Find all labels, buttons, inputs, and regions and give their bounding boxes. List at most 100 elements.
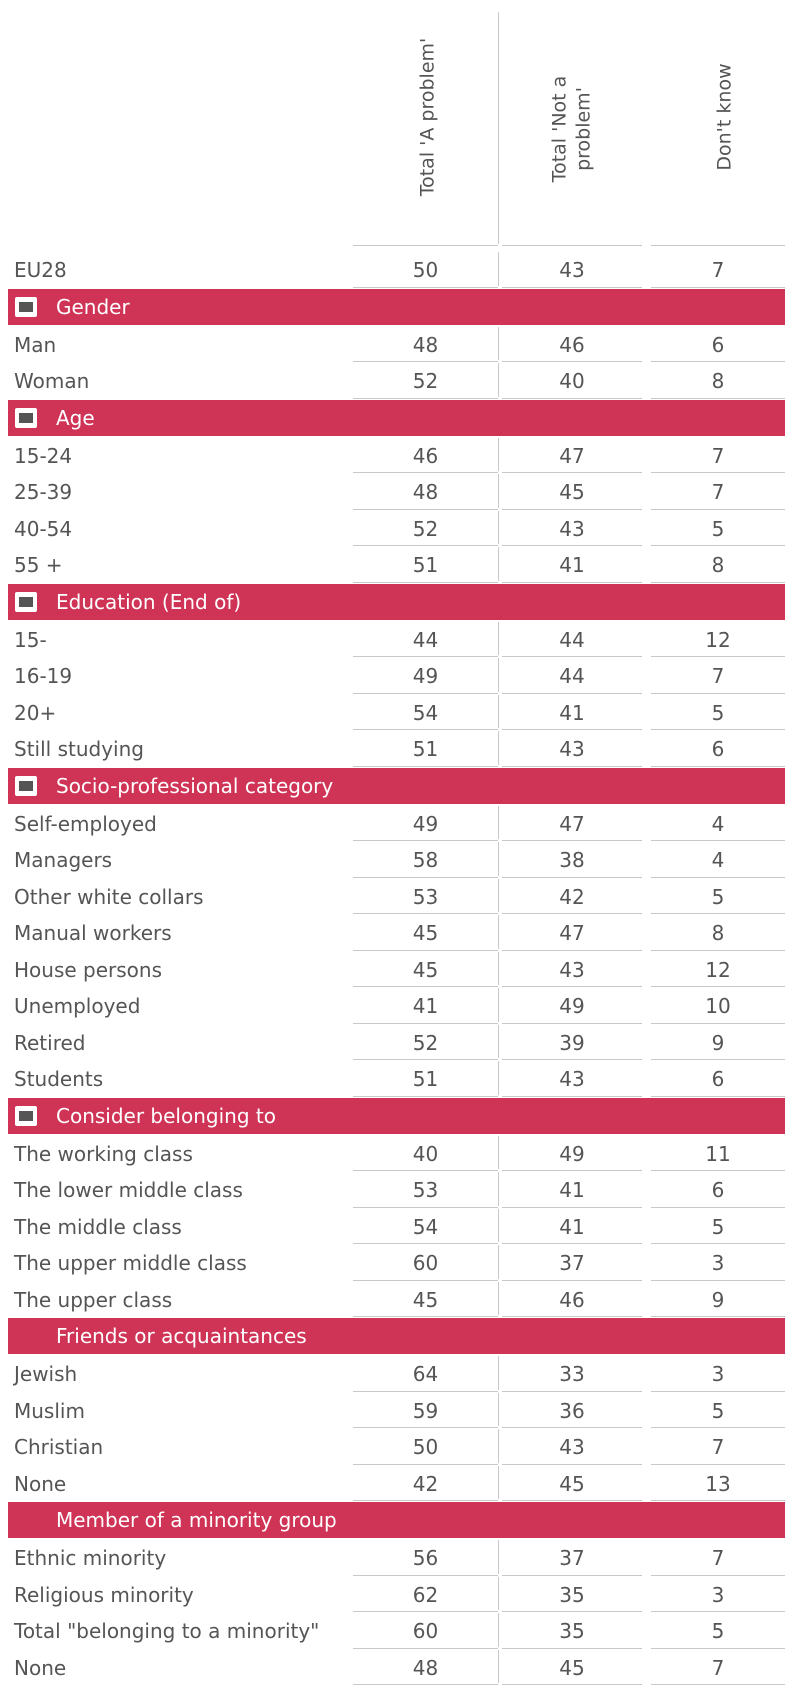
cell-value: 46 (559, 332, 585, 357)
row-label: House persons (14, 957, 163, 982)
row-label: 16-19 (14, 664, 73, 688)
header-underline (651, 245, 785, 246)
cell-underline (353, 472, 498, 473)
cell-underline (651, 1647, 785, 1649)
cell-value: 46 (559, 1287, 585, 1312)
column-divider (498, 1356, 499, 1390)
section-icon (14, 775, 38, 797)
column-divider (498, 252, 499, 286)
cell-underline (353, 692, 498, 694)
column-divider (498, 658, 499, 692)
row-label: 40-54 (14, 516, 73, 541)
section-icon (14, 591, 38, 613)
column-divider (498, 1613, 499, 1647)
cell-underline (353, 949, 498, 951)
cell-value: 48 (412, 1655, 439, 1680)
cell-underline (651, 1022, 785, 1024)
cell-value: 44 (559, 664, 585, 688)
row-label: Total "belonging to a minority" (14, 1619, 320, 1643)
cell-value: 41 (559, 700, 585, 725)
column-divider (498, 694, 499, 728)
cell-underline (651, 949, 785, 951)
column-divider (498, 1061, 499, 1095)
cell-underline (651, 1574, 785, 1576)
cell-underline (502, 656, 642, 657)
cell-underline (502, 472, 642, 473)
cell-value: 53 (412, 884, 439, 909)
cell-value: 3 (711, 1362, 725, 1386)
row-label: Students (14, 1067, 104, 1091)
column-divider (498, 12, 499, 244)
cell-underline (651, 1316, 785, 1317)
column-divider (498, 1429, 499, 1463)
column-divider (498, 1172, 499, 1206)
section-icon (14, 1105, 38, 1127)
row-label: The lower middle class (14, 1178, 243, 1202)
section-header: Socio-professional category (8, 767, 785, 804)
column-divider (498, 805, 499, 839)
cell-value: 59 (412, 1398, 439, 1423)
column-divider (498, 842, 499, 876)
cell-underline (353, 1427, 498, 1428)
row-label: Other white collars (14, 884, 204, 909)
row-label: Religious minority (14, 1582, 194, 1607)
cell-underline (353, 581, 498, 583)
cell-value: 48 (412, 480, 439, 504)
cell-value: 37 (559, 1251, 585, 1275)
cell-underline (651, 913, 785, 914)
row-label: None (14, 1655, 67, 1680)
cell-underline (502, 1279, 642, 1281)
cell-value: 51 (412, 737, 439, 761)
cell-value: 54 (412, 1214, 439, 1239)
cell-underline (651, 692, 785, 694)
cell-value: 49 (559, 1141, 585, 1166)
cell-underline (502, 1647, 642, 1649)
row-label: None (14, 1471, 67, 1496)
cell-value: 47 (559, 921, 585, 945)
column-divider (498, 1576, 499, 1610)
cell-value: 7 (711, 443, 725, 468)
cell-underline (353, 1647, 498, 1649)
cell-underline (353, 1390, 498, 1392)
cell-value: 58 (412, 848, 439, 872)
cell-underline (651, 1279, 785, 1281)
cell-underline (502, 1316, 642, 1317)
section-icon (14, 296, 38, 318)
cell-value: 40 (559, 369, 585, 393)
cell-underline (502, 1206, 642, 1208)
cell-underline (502, 1574, 642, 1576)
column-divider (498, 547, 499, 581)
column-divider (498, 988, 499, 1022)
header-underline (353, 245, 498, 246)
cell-value: 43 (559, 1067, 585, 1091)
section-header: Gender (8, 288, 785, 325)
column-divider (498, 1281, 499, 1315)
cell-value: 41 (559, 1214, 585, 1239)
column-divider (498, 731, 499, 765)
cell-underline (651, 397, 785, 399)
cell-value: 52 (412, 516, 439, 541)
cell-value: 3 (711, 1582, 725, 1607)
row-label: Ethnic minority (14, 1546, 167, 1570)
cell-value: 12 (705, 957, 731, 982)
column-divider (498, 878, 499, 912)
cell-value: 41 (559, 1178, 585, 1202)
cell-value: 51 (412, 1067, 439, 1091)
cell-underline (651, 1243, 785, 1244)
cell-underline (353, 1500, 498, 1501)
cell-underline (502, 913, 642, 914)
row-label: The middle class (14, 1214, 182, 1239)
section-title: Consider belonging to (56, 1103, 276, 1128)
cell-underline (353, 397, 498, 399)
cell-underline (651, 472, 785, 473)
cell-value: 5 (711, 1214, 725, 1239)
cell-value: 60 (412, 1619, 439, 1643)
section-title: Socio-professional category (56, 773, 334, 798)
cell-underline (502, 692, 642, 694)
cell-value: 35 (559, 1619, 585, 1643)
cell-value: 56 (412, 1546, 439, 1570)
cell-underline (502, 1427, 642, 1428)
cell-value: 5 (711, 516, 725, 541)
column-divider (498, 363, 499, 397)
